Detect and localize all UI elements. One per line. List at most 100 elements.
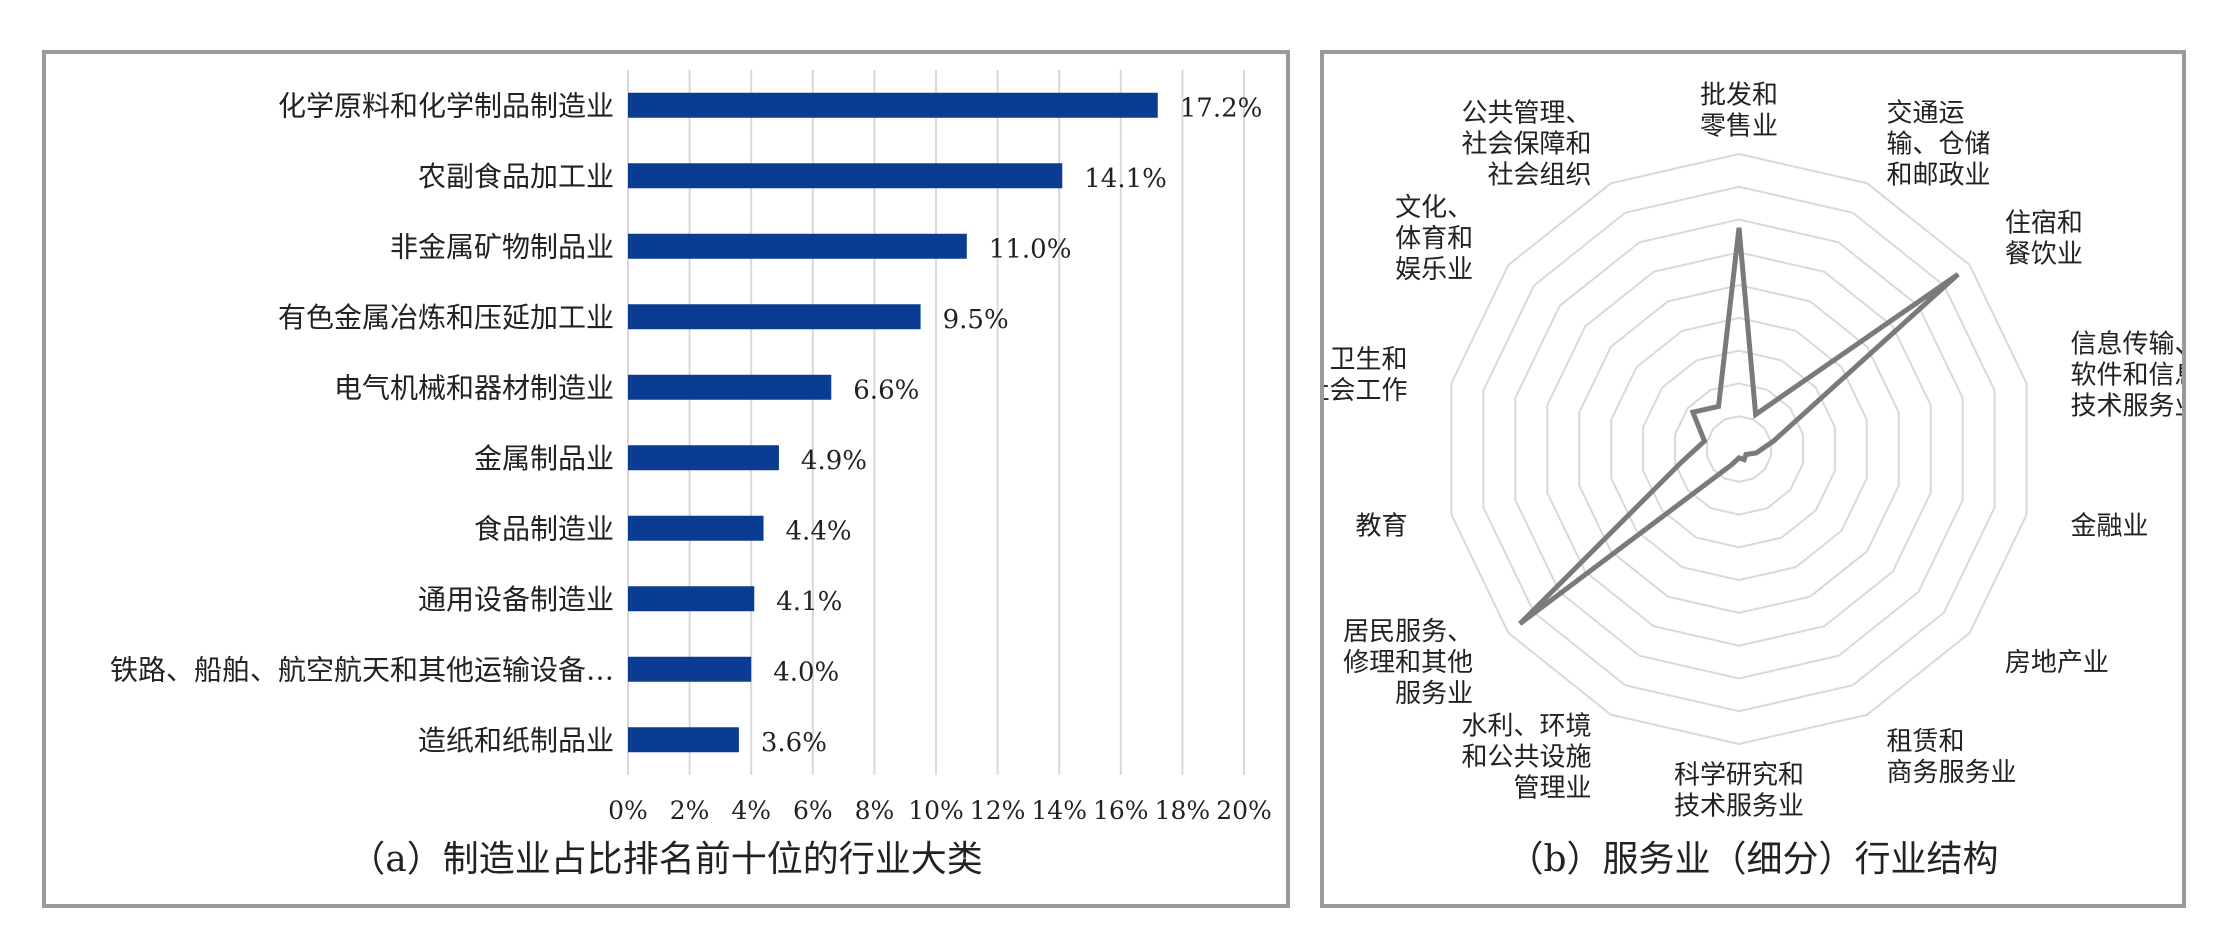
radar-axis-label: 信息传输、软件和信息技术服务业 bbox=[2070, 329, 2182, 421]
radar-axis-label-line: 房地产业 bbox=[2005, 648, 2109, 678]
bar bbox=[628, 233, 967, 259]
radar-axis-label: 金融业 bbox=[2070, 512, 2148, 542]
data-label: 4.0% bbox=[773, 657, 839, 687]
radar-axis-label-line: 餐饮业 bbox=[2005, 240, 2083, 270]
radar-axis-label-line: 技术服务业 bbox=[1674, 792, 1804, 822]
x-tick-label: 18% bbox=[1155, 796, 1211, 825]
radar-axis-label: 居民服务、修理和其他服务业 bbox=[1343, 617, 1473, 709]
radar-axis-label-line: 卫生和 bbox=[1330, 345, 1408, 375]
radar-axis-label-line: 水利、环境 bbox=[1461, 711, 1591, 741]
category-label: 有色金属冶炼和压延加工业 bbox=[278, 301, 614, 334]
radar-axis-label-line: 住宿和 bbox=[2005, 209, 2083, 239]
radar-grid-ring bbox=[1642, 349, 1836, 549]
radar-axis-label-line: 技术服务业 bbox=[2070, 391, 2182, 421]
radar-axis-label-line: 修理和其他 bbox=[1343, 648, 1473, 678]
bar bbox=[628, 727, 739, 753]
radar-axis-label: 水利、环境和公共设施管理业 bbox=[1461, 711, 1591, 803]
bar bbox=[628, 163, 1063, 189]
radar-axis-label: 住宿和餐饮业 bbox=[2005, 209, 2083, 270]
category-label: 电气机械和器材制造业 bbox=[334, 371, 614, 404]
bar-chart: 0% 2% 4% 6% 8% 10% 12% 14% 16% 18% 20% 化学原料和化学制品制造业… bbox=[110, 70, 1272, 825]
x-tick-label: 14% bbox=[1031, 796, 1087, 825]
radar-axis-label-line: 信息传输、 bbox=[2070, 329, 2182, 359]
radar-axis-label-line: 文化、 bbox=[1395, 193, 1473, 223]
radar-axis-label-line: 社会组织 bbox=[1487, 161, 1591, 191]
data-label: 14.1% bbox=[1084, 164, 1167, 194]
bar bbox=[628, 374, 832, 400]
data-label: 4.9% bbox=[801, 446, 867, 476]
x-tick-label: 8% bbox=[855, 796, 895, 825]
radar-series-line bbox=[1518, 227, 1960, 626]
radar-axis-label-line: 批发和 bbox=[1700, 81, 1778, 111]
x-tick-label: 2% bbox=[670, 796, 710, 825]
data-label: 11.0% bbox=[989, 234, 1072, 264]
data-label: 3.6% bbox=[761, 728, 827, 758]
x-tick-label: 6% bbox=[793, 796, 833, 825]
radar-axis-label-line: 体育和 bbox=[1395, 224, 1473, 254]
category-label: 通用设备制造业 bbox=[418, 583, 614, 616]
bar bbox=[628, 445, 779, 471]
radar-axis-label-line: 商务服务业 bbox=[1887, 758, 2017, 788]
category-label: 化学原料和化学制品制造业 bbox=[278, 89, 614, 122]
radar-axis-label-line: 服务业 bbox=[1395, 679, 1473, 709]
x-tick-label: 10% bbox=[908, 796, 964, 825]
bar bbox=[628, 92, 1158, 118]
radar-axis-label: 房地产业 bbox=[2005, 648, 2109, 678]
radar-axis-label-line: 教育 bbox=[1356, 512, 1408, 542]
category-label: 食品制造业 bbox=[474, 512, 614, 545]
radar-axis-label-line: 居民服务、 bbox=[1343, 617, 1473, 647]
data-label: 6.6% bbox=[853, 375, 919, 405]
radar-axis-label-line: 交通运 bbox=[1887, 99, 1965, 129]
radar-axis-label-line: 娱乐业 bbox=[1395, 255, 1473, 285]
radar-axis-label: 批发和零售业 bbox=[1700, 81, 1778, 142]
bar bbox=[628, 304, 921, 330]
category-label: 造纸和纸制品业 bbox=[418, 724, 614, 757]
category-label: 非金属矿物制品业 bbox=[390, 230, 614, 263]
bar-chart-panel: 0% 2% 4% 6% 8% 10% 12% 14% 16% 18% 20% 化学原料和化学制品制造业… bbox=[42, 50, 1290, 908]
x-tick-label: 16% bbox=[1093, 796, 1149, 825]
radar-grid-ring bbox=[1706, 415, 1772, 483]
radar-grid-ring bbox=[1674, 382, 1804, 516]
radar-axis-label: 交通运输、仓储和邮政业 bbox=[1887, 99, 1991, 191]
data-label: 17.2% bbox=[1180, 93, 1263, 123]
radar-axis-label: 租赁和商务服务业 bbox=[1887, 727, 2017, 788]
radar-axis-label: 教育 bbox=[1356, 512, 1408, 542]
radar-axis-label-line: 社会工作 bbox=[1324, 376, 1408, 406]
radar-axis-label-line: 和公共设施 bbox=[1461, 742, 1591, 772]
category-label: 金属制品业 bbox=[474, 442, 614, 475]
radar-chart-caption: （b）服务业（细分）行业结构 bbox=[1507, 839, 1999, 880]
radar-axis-label-line: 科学研究和 bbox=[1674, 761, 1804, 791]
radar-axis-label-line: 管理业 bbox=[1513, 773, 1591, 803]
radar-axis-label-line: 租赁和 bbox=[1887, 727, 1965, 757]
bar-chart-caption: （a）制造业占比排名前十位的行业大类 bbox=[349, 839, 983, 880]
radar-axis-label-line: 零售业 bbox=[1700, 112, 1778, 142]
radar-grid-ring bbox=[1610, 316, 1868, 582]
bar bbox=[628, 586, 755, 612]
x-tick-label: 12% bbox=[970, 796, 1026, 825]
x-tick-label: 4% bbox=[731, 796, 771, 825]
radar-axis-label: 公共管理、社会保障和社会组织 bbox=[1461, 99, 1591, 191]
radar-axis-label-line: 金融业 bbox=[2070, 512, 2148, 542]
radar-chart: 批发和零售业 交通运输、仓储和邮政业住宿和餐饮业信息传输、软件和信息技术服务业金融… bbox=[1324, 81, 2182, 822]
radar-grid-ring bbox=[1514, 218, 1964, 680]
data-label: 4.1% bbox=[776, 587, 842, 617]
radar-grid-ring bbox=[1546, 251, 1932, 647]
radar-grid-ring bbox=[1578, 284, 1900, 614]
data-label: 9.5% bbox=[943, 305, 1009, 335]
radar-chart-panel: 批发和零售业 交通运输、仓储和邮政业住宿和餐饮业信息传输、软件和信息技术服务业金融… bbox=[1320, 50, 2186, 908]
radar-axis-label: 卫生和社会工作 bbox=[1324, 345, 1408, 406]
radar-axis-label-line: 公共管理、 bbox=[1461, 99, 1591, 129]
radar-axis-label-line: 社会保障和 bbox=[1461, 130, 1591, 160]
radar-grid-ring bbox=[1450, 152, 2028, 746]
radar-axis-label: 科学研究和技术服务业 bbox=[1674, 761, 1804, 822]
radar-axis-label-line: 输、仓储 bbox=[1887, 130, 1991, 160]
data-label: 4.4% bbox=[786, 516, 852, 546]
bar bbox=[628, 656, 752, 682]
x-tick-label: 20% bbox=[1216, 796, 1272, 825]
category-label: 农副食品加工业 bbox=[418, 160, 614, 193]
radar-axis-label: 文化、体育和娱乐业 bbox=[1395, 193, 1473, 285]
radar-axis-label-line: 和邮政业 bbox=[1887, 161, 1991, 191]
bar bbox=[628, 515, 764, 541]
x-tick-label: 0% bbox=[608, 796, 648, 825]
radar-grid-ring bbox=[1482, 185, 1996, 713]
